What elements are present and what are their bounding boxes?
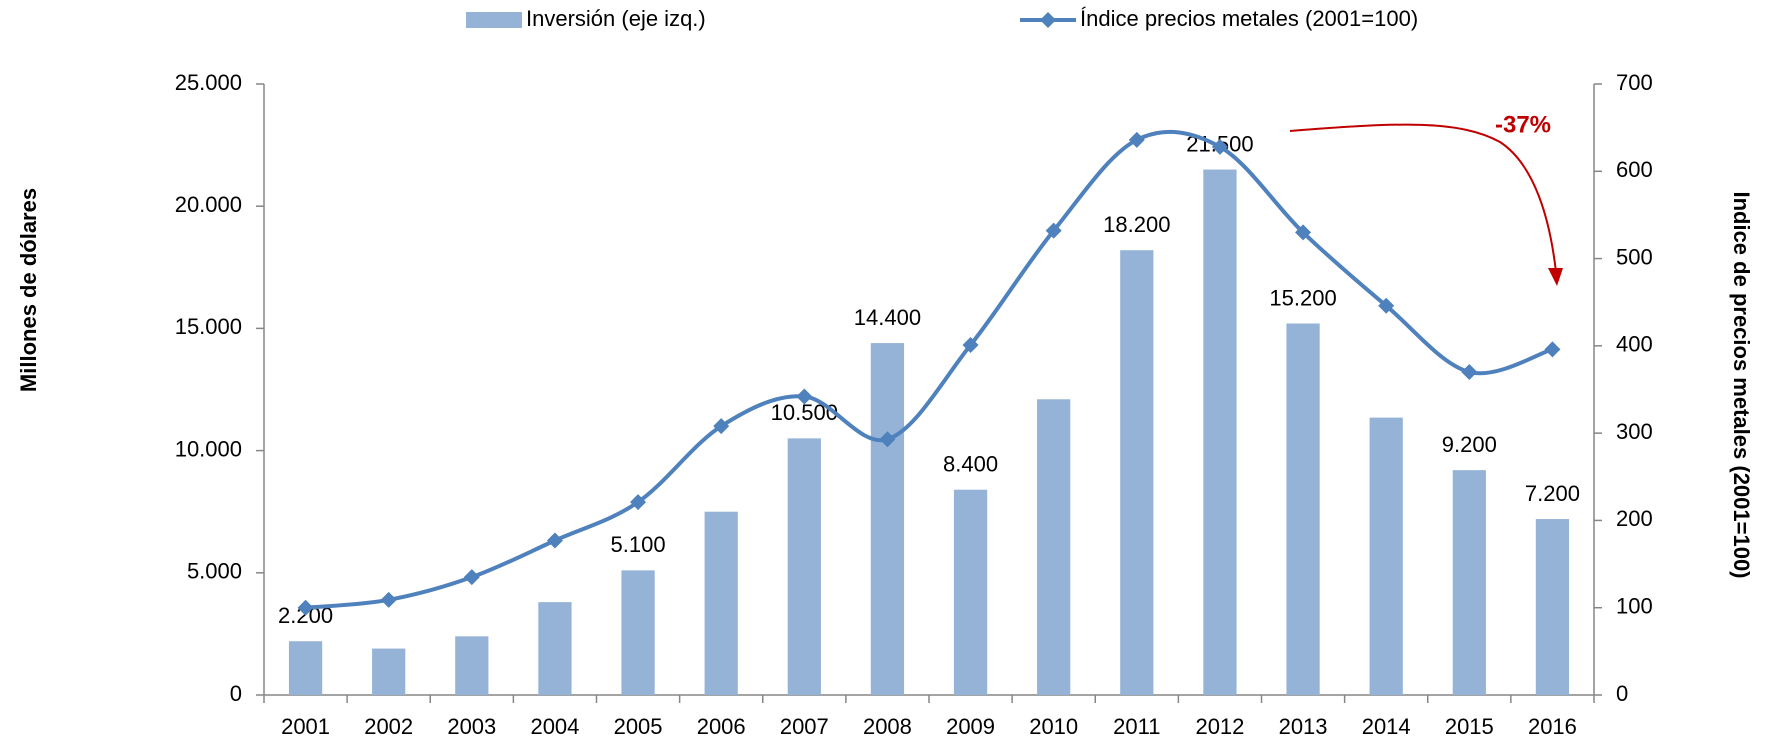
annotation: -37%	[1495, 111, 1551, 138]
marker	[1128, 131, 1145, 148]
x-tick-label: 2002	[364, 714, 413, 739]
marker	[1544, 341, 1561, 358]
y-tick-label: 0	[230, 681, 242, 706]
bar	[787, 438, 821, 695]
y2-tick-label: 600	[1616, 157, 1653, 182]
legend-label: Índice precios metales (2001=100)	[1080, 6, 1418, 31]
y-tick-label: 25.000	[175, 70, 242, 95]
bar	[1203, 169, 1237, 696]
x-tick-label: 2003	[447, 714, 496, 739]
bar	[1369, 417, 1403, 695]
x-tick-label: 2014	[1362, 714, 1411, 739]
bar	[1535, 519, 1570, 695]
data-label: 5.100	[611, 532, 666, 557]
bar	[1120, 250, 1154, 695]
x-tick-label: 2006	[697, 714, 746, 739]
bar	[288, 641, 323, 695]
bar	[372, 648, 406, 695]
marker	[546, 532, 563, 549]
annotation-arrow	[1289, 123, 1557, 273]
y-axis-label: Millones de dólares	[16, 188, 41, 392]
bar	[870, 343, 905, 695]
legend-label: Inversión (eje izq.)	[526, 6, 706, 31]
x-tick-label: 2001	[281, 714, 330, 739]
marker	[796, 388, 813, 405]
marker	[630, 494, 647, 511]
marker	[713, 418, 730, 435]
legend-swatch	[466, 12, 522, 28]
data-label: 8.400	[943, 452, 998, 477]
y2-tick-label: 500	[1616, 244, 1653, 269]
data-label: 14.400	[854, 305, 921, 330]
bar	[538, 602, 572, 695]
bar	[1452, 470, 1486, 695]
x-tick-label: 2013	[1279, 714, 1328, 739]
bar	[621, 570, 655, 695]
x-tick-label: 2011	[1113, 714, 1160, 739]
y2-tick-label: 300	[1616, 419, 1653, 444]
x-tick-label: 2007	[780, 714, 829, 739]
y2-tick-label: 200	[1616, 506, 1653, 531]
arrow-head	[1548, 268, 1563, 286]
bar	[953, 489, 988, 695]
marker	[1461, 364, 1478, 381]
y2-axis-label: Indice de precios metales (2001=100)	[1729, 191, 1754, 578]
y-tick-label: 5.000	[187, 559, 242, 584]
bar	[1286, 323, 1320, 695]
y2-tick-label: 100	[1616, 594, 1653, 619]
marker	[1045, 222, 1062, 239]
marker	[380, 591, 397, 608]
marker	[962, 336, 979, 353]
y-tick-label: 15.000	[175, 314, 242, 339]
line	[305, 129, 1554, 610]
marker	[1211, 138, 1228, 155]
marker	[297, 599, 314, 616]
x-tick-label: 2010	[1029, 714, 1078, 739]
bar	[455, 636, 489, 695]
x-tick-label: 2004	[530, 714, 579, 739]
bar	[1037, 399, 1071, 695]
y-tick-label: 20.000	[175, 192, 242, 217]
marker	[463, 569, 480, 586]
data-label: 18.200	[1103, 212, 1170, 237]
data-label: 9.200	[1442, 432, 1497, 457]
marker	[1295, 224, 1312, 241]
y2-tick-label: 400	[1616, 332, 1653, 357]
bar	[704, 511, 738, 695]
x-tick-label: 2015	[1445, 714, 1494, 739]
x-tick-label: 2012	[1195, 714, 1244, 739]
x-tick-label: 2008	[863, 714, 912, 739]
x-tick-label: 2005	[614, 714, 663, 739]
legend-marker	[1040, 12, 1056, 28]
y-tick-label: 10.000	[175, 436, 242, 461]
data-label: 15.200	[1269, 285, 1336, 310]
x-tick-label: 2016	[1528, 714, 1577, 739]
x-tick-label: 2009	[946, 714, 995, 739]
marker	[1378, 297, 1395, 314]
data-label: 7.200	[1525, 481, 1580, 506]
y2-tick-label: 700	[1616, 70, 1653, 95]
y2-tick-label: 0	[1616, 681, 1628, 706]
marker	[879, 431, 896, 448]
